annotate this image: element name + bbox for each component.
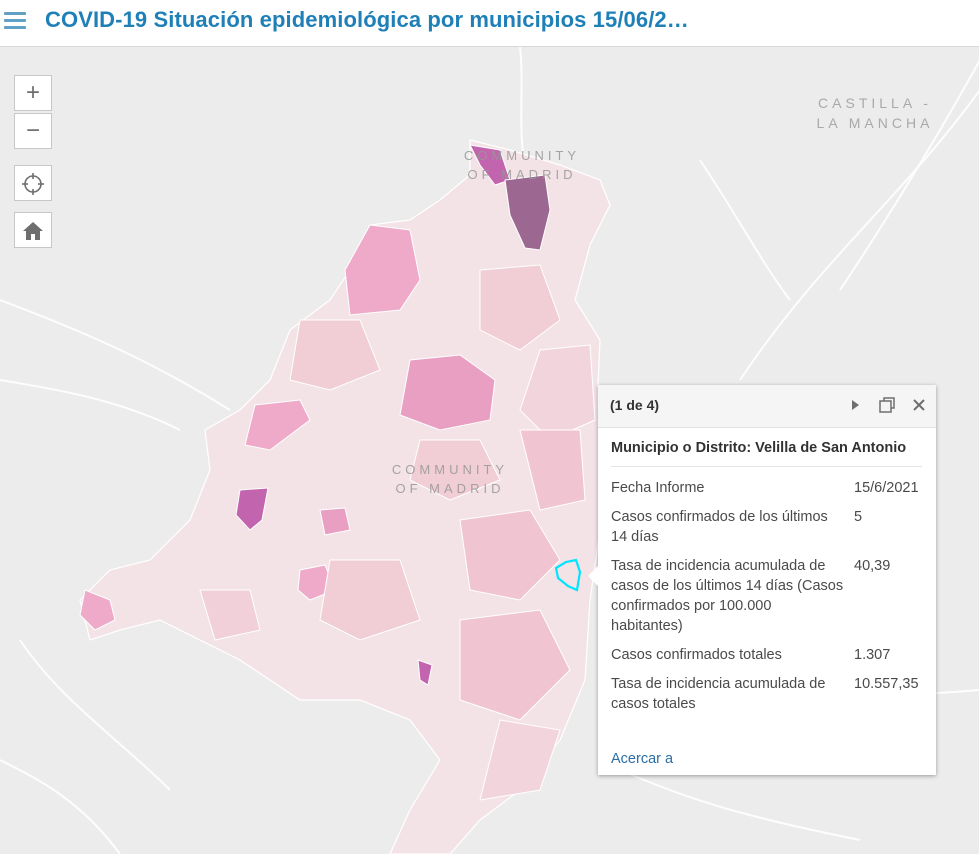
zoom-in-button[interactable]: + — [14, 75, 52, 111]
attribute-label: Tasa de incidencia acumulada de casos de… — [611, 558, 844, 634]
popup-feature-count: (1 de 4) — [610, 397, 660, 413]
zoom-to-link[interactable]: Acercar a — [611, 751, 674, 767]
attribute-value: 15/6/2021 — [854, 480, 919, 496]
attribute-label: Casos confirmados de los últimos 14 días — [611, 509, 828, 545]
neighbor-region-label-line2: LA MANCHA — [816, 115, 934, 131]
attribute-label: Fecha Informe — [611, 480, 705, 496]
attribute-row: Casos confirmados de los últimos 14 días… — [611, 498, 923, 547]
attribute-value: 5 — [854, 509, 863, 525]
popup-divider — [611, 466, 922, 467]
locate-icon — [22, 173, 44, 195]
attribute-row: Fecha Informe 15/6/2021 — [611, 478, 923, 498]
next-feature-button[interactable] — [844, 394, 866, 416]
locate-button[interactable] — [14, 165, 52, 201]
attribute-label: Tasa de incidencia acumulada de casos to… — [611, 676, 826, 712]
popup-title: Municipio o Distrito: Velilla de San Ant… — [611, 440, 907, 456]
selected-municipality-outline — [554, 558, 582, 592]
attribute-row: Tasa de incidencia acumulada de casos to… — [611, 665, 923, 714]
attribute-value: 1.307 — [854, 647, 891, 663]
menu-icon[interactable] — [4, 10, 28, 34]
dock-icon — [879, 397, 895, 413]
dock-popup-button[interactable] — [876, 394, 898, 416]
attribute-value: 40,39 — [854, 558, 891, 574]
page-title: COVID-19 Situación epidemiológica por mu… — [45, 7, 689, 32]
home-icon — [23, 222, 43, 240]
zoom-out-button[interactable]: − — [14, 113, 52, 149]
app-header: COVID-19 Situación epidemiológica por mu… — [0, 0, 979, 47]
attribute-row: Casos confirmados totales 1.307 — [611, 636, 923, 665]
play-icon — [852, 400, 859, 410]
attribute-value: 10.557,35 — [854, 676, 919, 692]
region-overlay-label-center-line1: COMMUNITY — [391, 462, 509, 477]
feature-popup: (1 de 4) Municipio o Distrito: Velilla d… — [588, 385, 936, 775]
home-button[interactable] — [14, 212, 52, 248]
region-overlay-label-north-line2: OF MADRID — [467, 167, 577, 182]
region-overlay-label-center-line2: OF MADRID — [395, 481, 505, 496]
neighbor-region-label-line1: CASTILLA - — [818, 95, 932, 111]
close-icon — [913, 399, 925, 411]
neighbor-region-label: CASTILLA - LA MANCHA — [800, 93, 950, 133]
attribute-table: Fecha Informe 15/6/2021 Casos confirmado… — [611, 478, 923, 714]
region-overlay-label-north: COMMUNITY OF MADRID — [452, 146, 592, 184]
close-popup-button[interactable] — [908, 394, 930, 416]
region-overlay-label-north-line1: COMMUNITY — [463, 148, 581, 163]
popup-pointer — [588, 565, 599, 587]
popup-header: (1 de 4) — [598, 385, 936, 428]
region-overlay-label-center: COMMUNITY OF MADRID — [380, 460, 520, 498]
attribute-label: Casos confirmados totales — [611, 647, 782, 663]
attribute-row: Tasa de incidencia acumulada de casos de… — [611, 547, 923, 636]
